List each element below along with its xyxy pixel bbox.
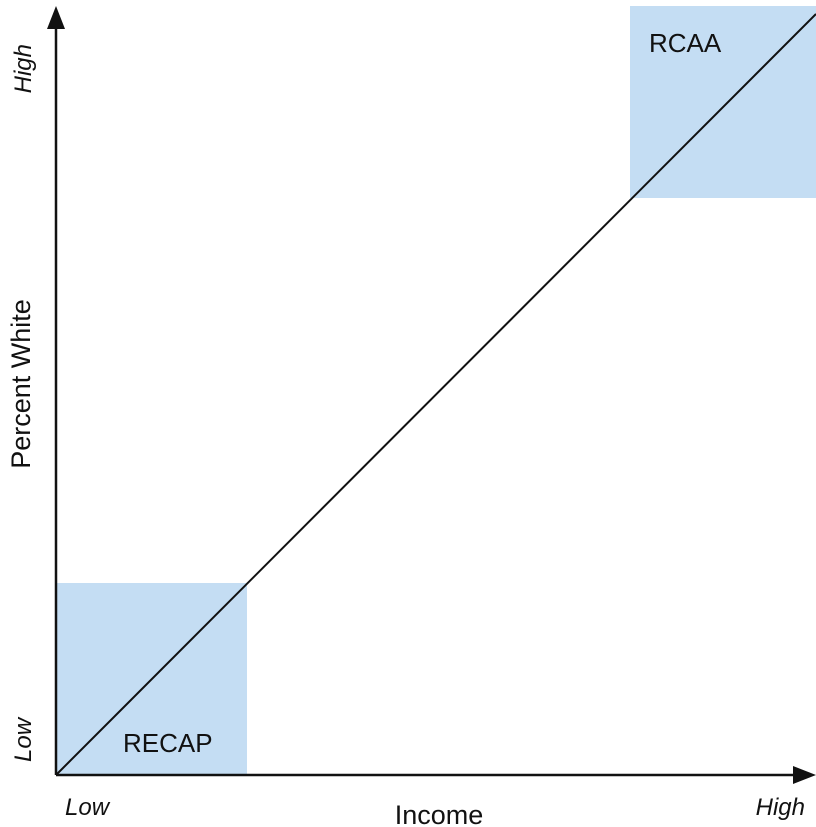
y-axis-low-label: Low (10, 716, 37, 762)
recap-label: RECAP (123, 728, 213, 758)
x-axis-arrow-icon (793, 766, 816, 784)
x-axis-title: Income (395, 800, 484, 827)
y-axis-arrow-icon (47, 6, 65, 29)
rcaa-region (630, 6, 816, 198)
y-axis-title: Percent White (6, 299, 36, 469)
y-axis-high-label: High (10, 44, 37, 93)
x-axis-high-label: High (756, 794, 805, 821)
diagonal-line (55, 13, 816, 776)
rcaa-label: RCAA (649, 28, 722, 58)
x-axis-low-label: Low (65, 794, 111, 821)
